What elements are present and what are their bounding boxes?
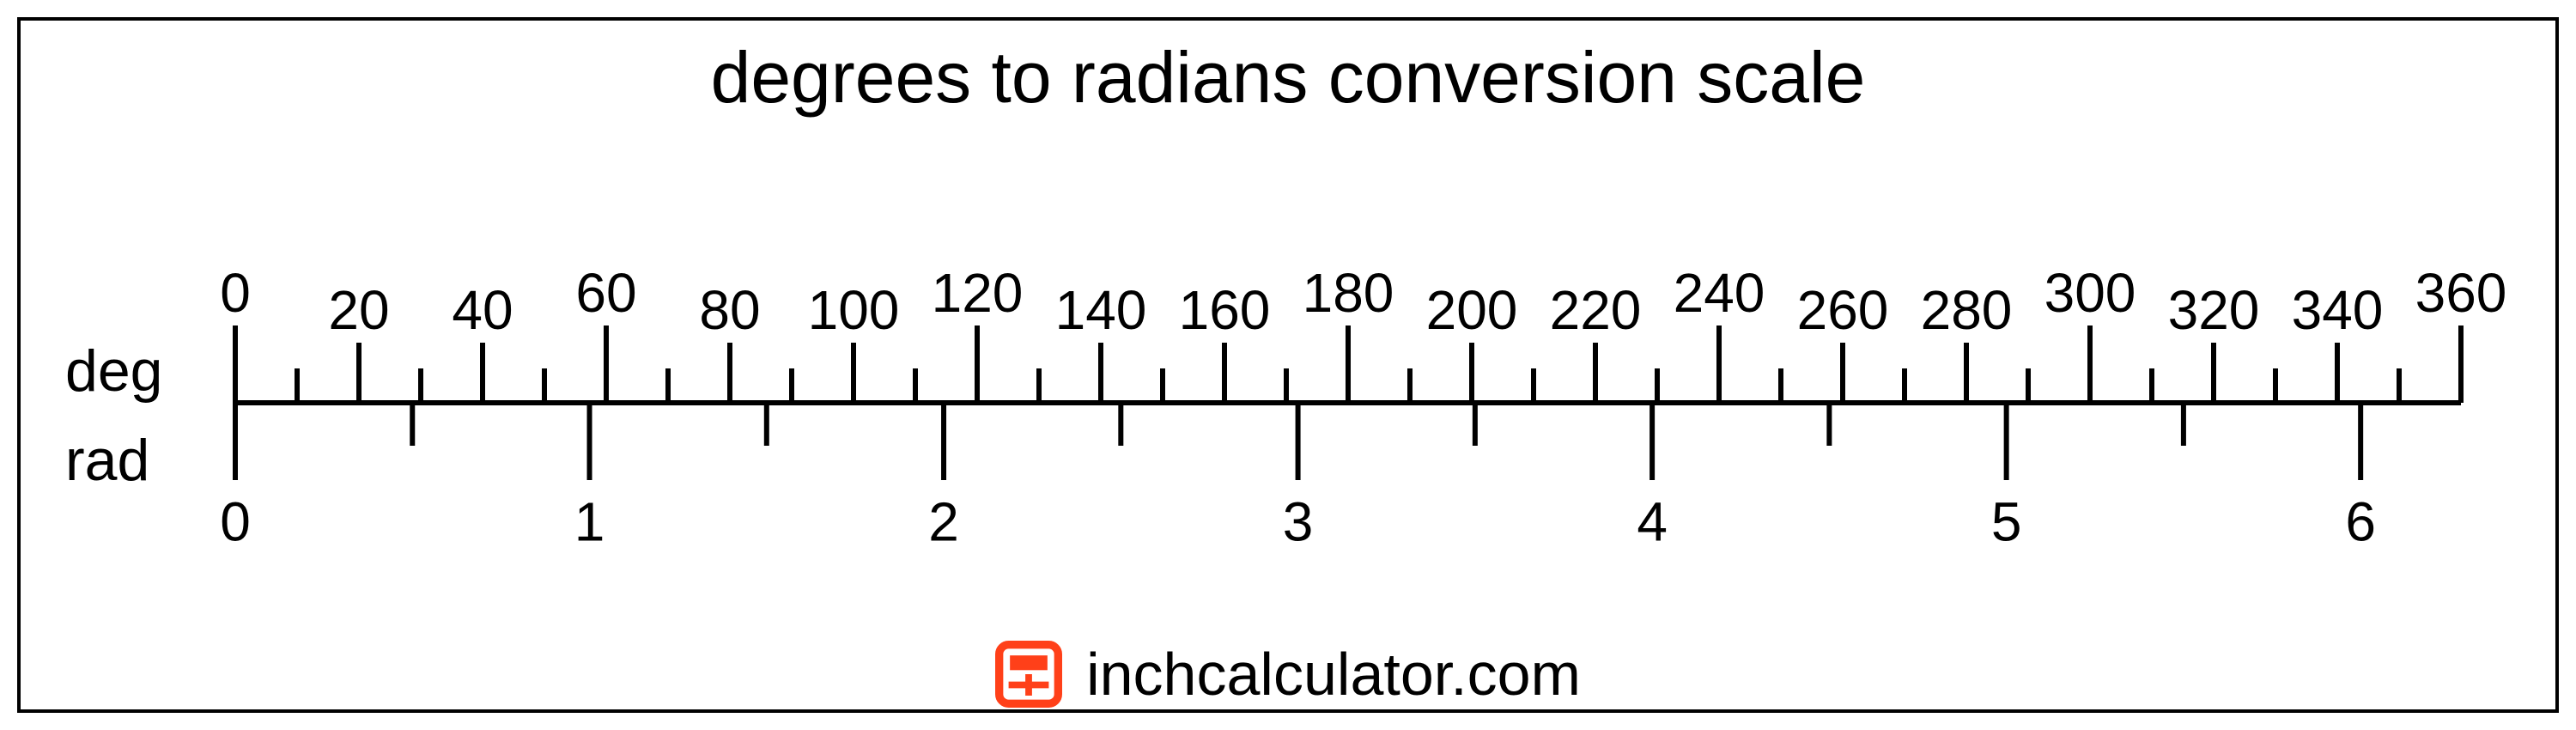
svg-text:260: 260: [1797, 279, 1889, 341]
scale-area: deg rad 02040608010012014016018020022024…: [21, 145, 2555, 592]
svg-text:280: 280: [1921, 279, 2013, 341]
svg-text:5: 5: [1991, 490, 2022, 552]
deg-axis-label: deg: [65, 338, 162, 405]
svg-text:40: 40: [452, 279, 513, 341]
footer-text: inchcalculator.com: [1086, 640, 1581, 709]
svg-text:220: 220: [1550, 279, 1642, 341]
svg-text:360: 360: [2415, 262, 2507, 324]
svg-text:200: 200: [1426, 279, 1518, 341]
svg-text:160: 160: [1179, 279, 1271, 341]
svg-text:120: 120: [932, 262, 1024, 324]
svg-text:6: 6: [2345, 490, 2376, 552]
svg-text:20: 20: [328, 279, 389, 341]
svg-text:4: 4: [1637, 490, 1668, 552]
svg-text:2: 2: [928, 490, 959, 552]
calculator-icon: [995, 641, 1062, 708]
svg-text:80: 80: [699, 279, 760, 341]
footer: inchcalculator.com: [995, 640, 1581, 709]
conversion-scale: 0204060801001201401601802002202402602803…: [21, 145, 2555, 592]
svg-text:140: 140: [1055, 279, 1147, 341]
svg-text:60: 60: [575, 262, 636, 324]
svg-text:3: 3: [1283, 490, 1314, 552]
svg-text:1: 1: [574, 490, 605, 552]
svg-text:320: 320: [2168, 279, 2260, 341]
svg-text:0: 0: [220, 490, 251, 552]
rad-axis-label: rad: [65, 427, 149, 494]
chart-title: degrees to radians conversion scale: [711, 36, 1866, 119]
outer-frame: degrees to radians conversion scale deg …: [17, 17, 2559, 713]
svg-text:100: 100: [808, 279, 900, 341]
svg-text:300: 300: [2044, 262, 2136, 324]
svg-text:240: 240: [1674, 262, 1765, 324]
svg-text:340: 340: [2292, 279, 2384, 341]
svg-text:0: 0: [220, 262, 251, 324]
svg-text:180: 180: [1303, 262, 1394, 324]
